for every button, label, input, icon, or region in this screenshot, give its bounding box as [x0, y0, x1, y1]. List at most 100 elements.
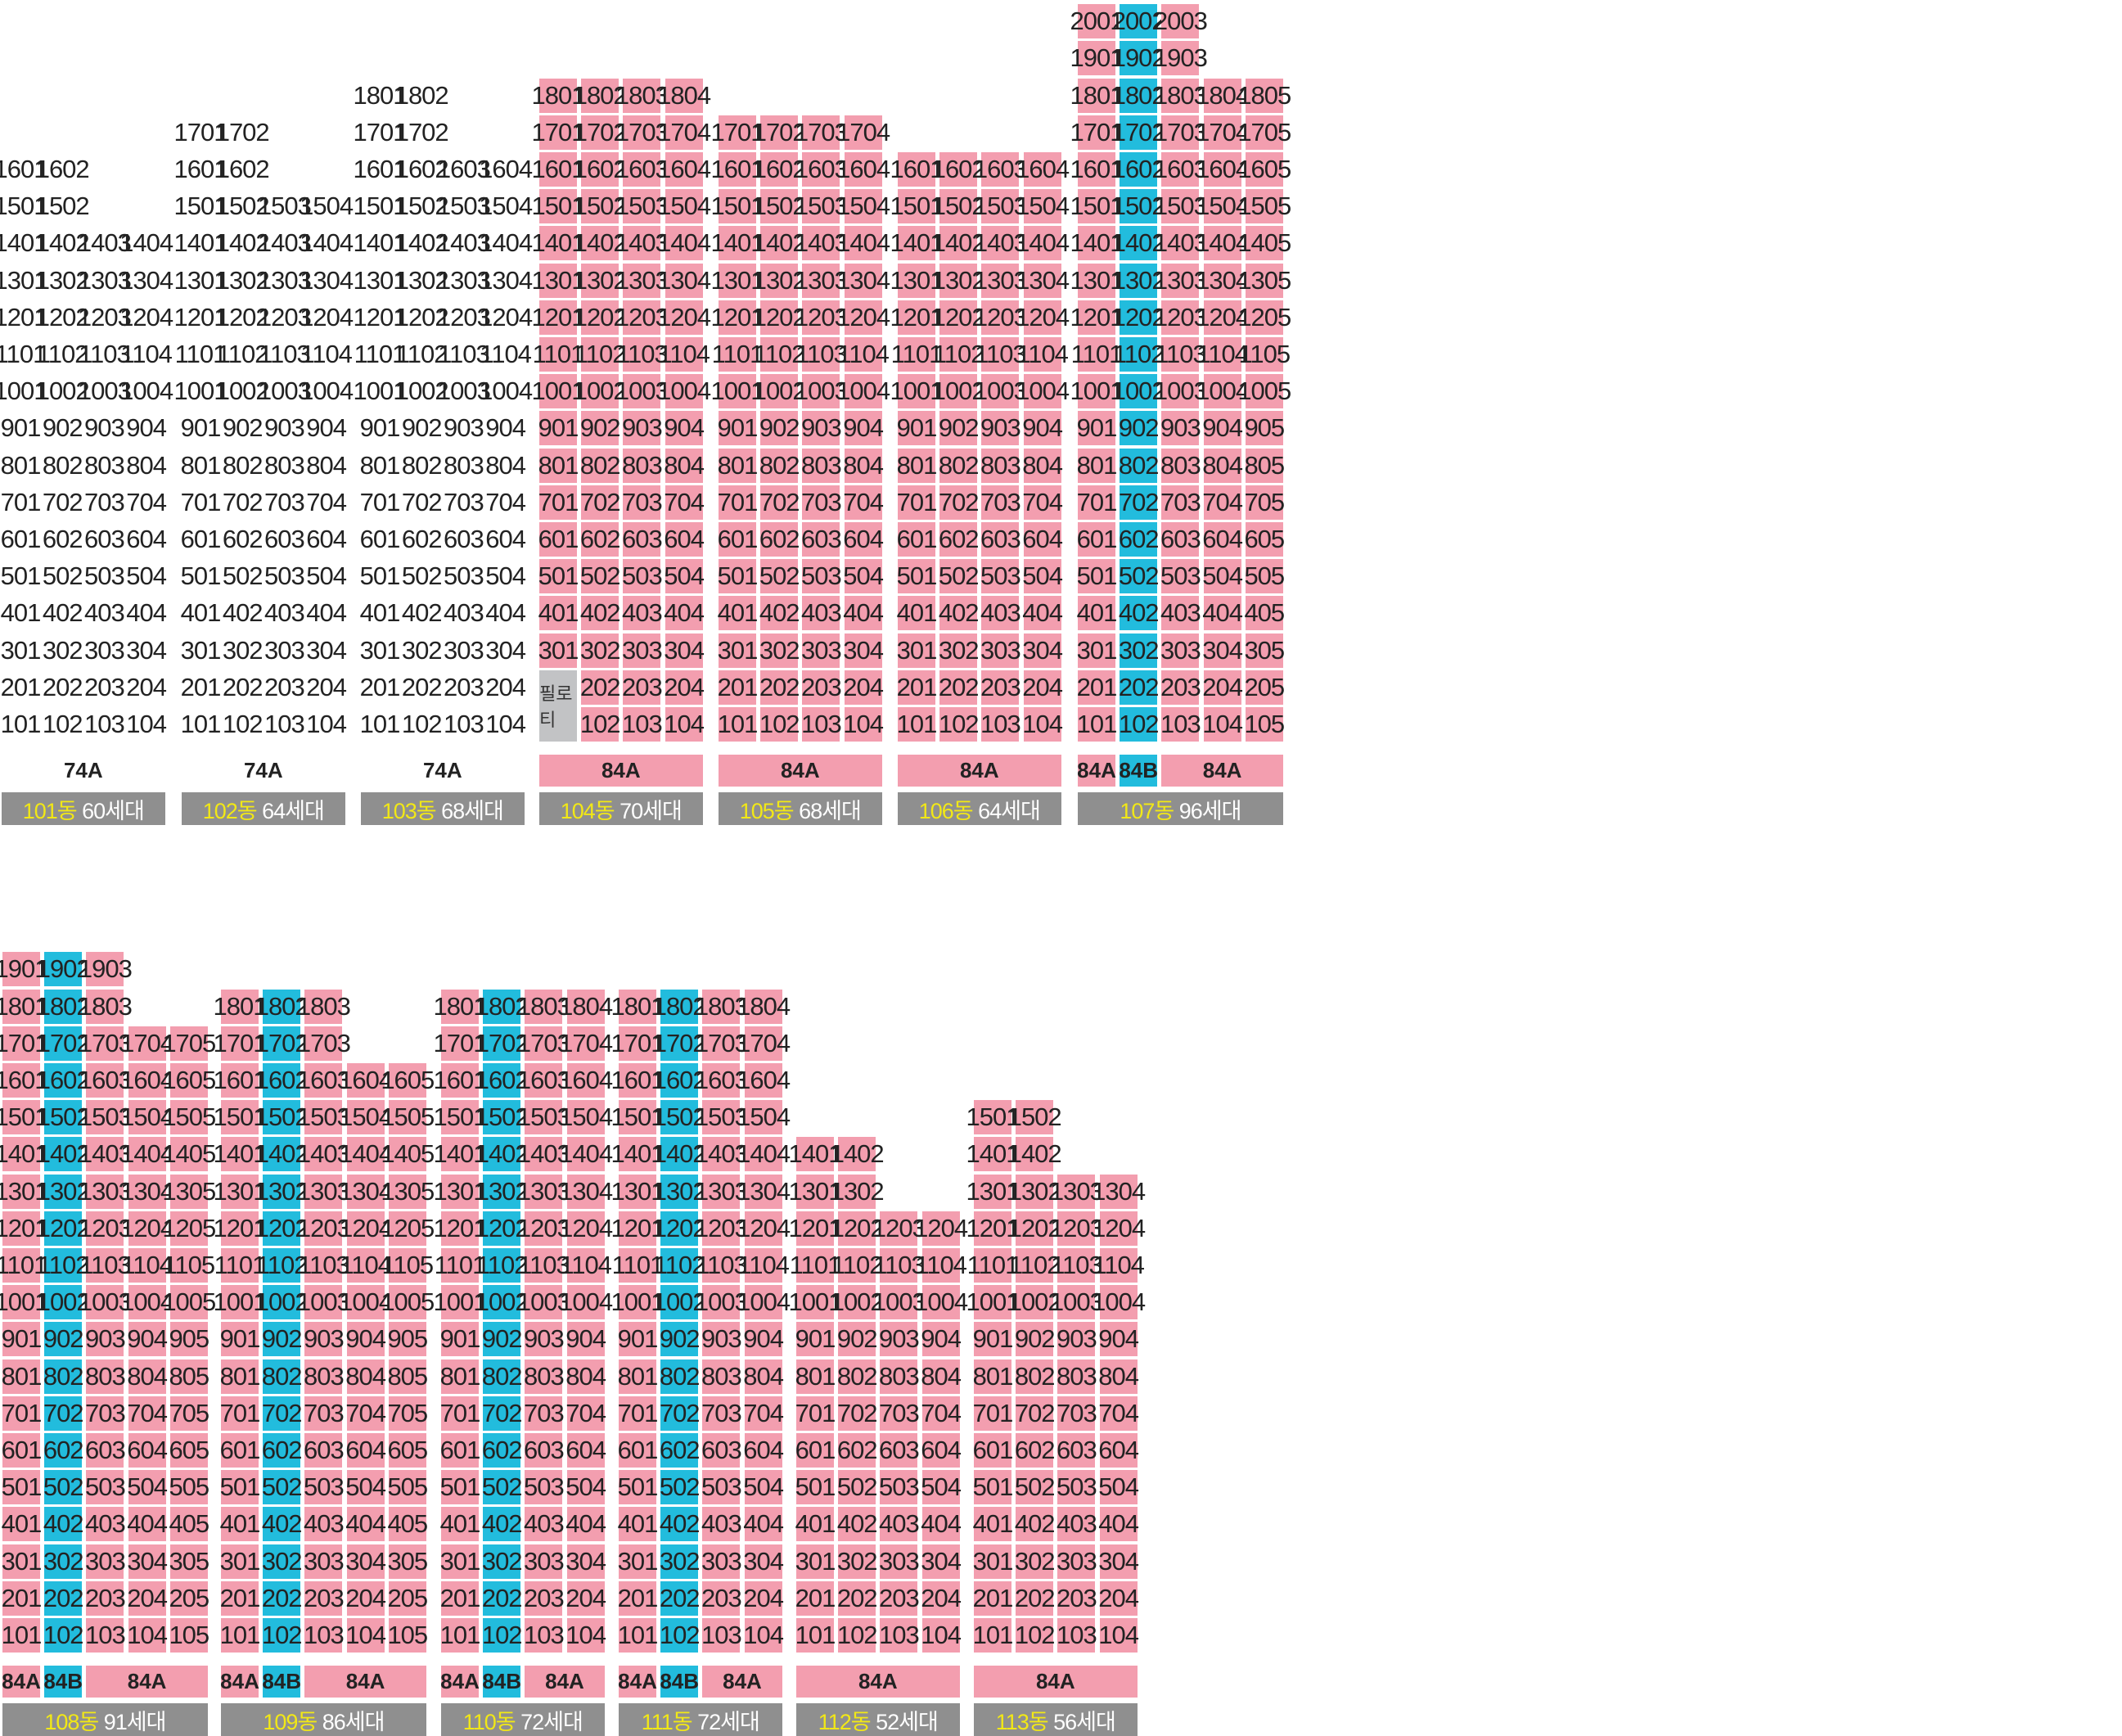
unit-cell: 503: [801, 559, 842, 594]
unit-cell: 1204: [914, 1211, 968, 1246]
piloti-block: 필로티: [539, 670, 577, 742]
unit-cell: 1102: [933, 337, 985, 372]
unit-cell: 1301: [173, 265, 228, 295]
unit-cell: 501: [2, 1470, 42, 1505]
unit-cell: 401: [618, 1507, 658, 1542]
unit-cell: 1602: [475, 1063, 529, 1098]
unit-cell: 1601: [711, 152, 764, 187]
unit-cell: 704: [126, 487, 167, 516]
unit-cell: 103: [801, 707, 842, 742]
unit-cell: 1605: [162, 1063, 216, 1098]
unit-cell: 1504: [559, 1100, 613, 1135]
unit-cell: 104: [126, 710, 167, 738]
unit-cell: 1602: [653, 1063, 707, 1098]
unit-cell: 1104: [1093, 1248, 1145, 1283]
unit-cell: 1802: [255, 989, 309, 1024]
unit-cell: 1602: [574, 152, 628, 187]
unit-cell: 1403: [79, 1137, 133, 1172]
unit-type-bar: 84A: [525, 1666, 605, 1698]
unit-cell: 102: [43, 1618, 84, 1653]
unit-cell: 1301: [966, 1174, 1020, 1209]
unit-cell: 1004: [119, 377, 173, 406]
unit-cell: 1204: [1092, 1211, 1146, 1246]
unit-cell: 1702: [255, 1026, 309, 1061]
unit-type-bar: 84A: [974, 1666, 1138, 1698]
unit-cell: 202: [1119, 670, 1160, 705]
unit-cell: 1404: [119, 228, 173, 258]
unit-cell: 601: [897, 522, 937, 557]
unit-cell: 304: [1022, 633, 1063, 668]
unit-cell: 1303: [695, 1174, 749, 1209]
unit-cell: 1401: [173, 228, 228, 258]
unit-type-bar: 84B: [482, 1666, 521, 1698]
unit-cell: 1303: [615, 263, 669, 298]
unit-cell: 1302: [37, 1174, 91, 1209]
unit-cell: 1201: [0, 1211, 48, 1246]
unit-cell: 1503: [436, 192, 491, 221]
unit-type-bar: 74A: [422, 758, 462, 782]
unit-cell: 1501: [890, 189, 944, 224]
unit-cell: 202: [759, 670, 800, 705]
unit-cell: 903: [264, 413, 305, 443]
unit-cell: 503: [84, 561, 125, 591]
unit-cell: 102: [482, 1618, 523, 1653]
unit-cell: 703: [980, 485, 1021, 520]
unit-cell: 203: [85, 1580, 126, 1616]
unit-cell: 903: [622, 411, 663, 446]
unit-cell: 801: [897, 448, 937, 483]
unit-cell: 1601: [214, 1063, 267, 1098]
unit-cell: 1203: [1154, 300, 1208, 335]
unit-cell: 502: [580, 559, 621, 594]
unit-cell: 902: [837, 1322, 878, 1357]
unit-cell: 101: [0, 710, 42, 738]
unit-cell: 1801: [353, 80, 408, 110]
unit-cell: 505: [169, 1470, 209, 1505]
unit-cell: 1505: [1237, 189, 1291, 224]
unit-cell: 1003: [695, 1285, 749, 1320]
unit-cell: 105: [1244, 707, 1285, 742]
unit-cell: 1203: [257, 302, 312, 331]
unit-cell: 801: [440, 1359, 480, 1394]
unit-cell: 1004: [1196, 374, 1250, 409]
unit-cell: 1502: [37, 1100, 91, 1135]
unit-cell: 404: [843, 596, 884, 631]
unit-cell: 1503: [517, 1100, 571, 1135]
unit-cell: 1404: [479, 228, 533, 258]
household-count: 64세대: [262, 798, 325, 823]
unit-cell: 1304: [1092, 1174, 1146, 1209]
unit-cell: 603: [1160, 522, 1201, 557]
unit-cell: 1101: [533, 337, 584, 372]
unit-cell: 803: [801, 448, 842, 483]
unit-cell: 1303: [517, 1174, 571, 1209]
unit-cell: 1602: [394, 155, 449, 183]
unit-cell: 201: [795, 1580, 836, 1616]
unit-cell: 1004: [836, 374, 890, 409]
unit-cell: 1502: [394, 192, 449, 221]
unit-cell: 503: [1056, 1470, 1097, 1505]
unit-cell: 803: [879, 1359, 920, 1394]
unit-cell: 1604: [657, 152, 711, 187]
unit-cell: 902: [1015, 1322, 1056, 1357]
unit-cell: 303: [1160, 633, 1201, 668]
unit-cell: 304: [664, 633, 705, 668]
unit-cell: 702: [939, 485, 980, 520]
unit-cell: 1102: [1009, 1248, 1061, 1283]
unit-cell: 1502: [1008, 1100, 1062, 1135]
unit-cell: 204: [921, 1580, 962, 1616]
unit-cell: 1204: [120, 1211, 174, 1246]
building-label: 103동 68세대: [361, 792, 525, 825]
unit-cell: 901: [180, 413, 222, 443]
unit-cell: 901: [718, 411, 758, 446]
unit-cell: 1002: [475, 1285, 529, 1320]
unit-cell: 802: [42, 450, 83, 480]
unit-cell: 103: [1056, 1618, 1097, 1653]
unit-cell: 604: [306, 525, 347, 553]
unit-cell: 804: [921, 1359, 962, 1394]
unit-cell: 903: [879, 1322, 920, 1357]
unit-cell: 1001: [353, 377, 408, 406]
unit-cell: 1204: [119, 302, 173, 331]
unit-cell: 1602: [215, 155, 270, 183]
unit-cell: 601: [973, 1433, 1013, 1468]
unit-cell: 402: [401, 598, 443, 628]
unit-cell: 1001: [966, 1285, 1020, 1320]
